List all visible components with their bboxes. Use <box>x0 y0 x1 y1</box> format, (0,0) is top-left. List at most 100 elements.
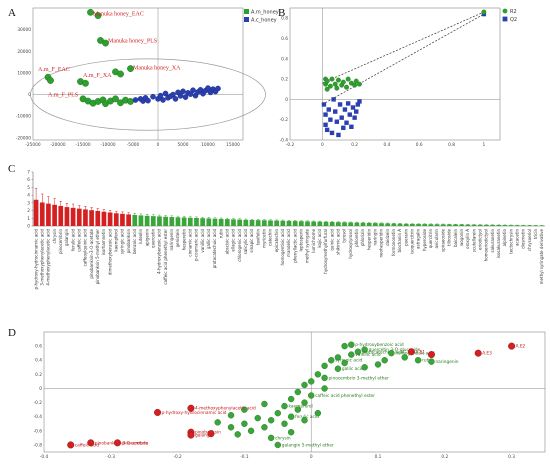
variable-point <box>328 357 335 364</box>
sample-point-am <box>127 65 134 72</box>
variable-label: protocatechuic acid <box>362 349 405 355</box>
category-label: chrysin <box>52 229 57 244</box>
vip-bar <box>58 205 64 226</box>
variable-point <box>281 402 288 410</box>
legend-label: R2 <box>510 9 517 15</box>
vip-bar <box>39 202 45 226</box>
category-label: syringic acid <box>120 229 125 255</box>
variable-point <box>341 342 348 350</box>
sample-point-ac <box>150 93 156 100</box>
category-label: homogentisic acid <box>280 229 285 266</box>
vip-bar <box>76 208 82 226</box>
vip-bar <box>163 216 168 226</box>
variable-point <box>414 357 422 364</box>
legend-swatch <box>244 9 249 14</box>
y-tick-label: -0.6 <box>34 428 43 434</box>
x-tick-label: 0.3 <box>508 454 515 460</box>
vip-bar <box>403 223 409 226</box>
category-label: naringenin <box>169 229 174 251</box>
x-tick-label: 0.4 <box>384 142 391 148</box>
vip-bar <box>107 212 113 226</box>
category-label: kaempferol <box>113 229 118 252</box>
sample-point-ac <box>177 93 184 99</box>
variable-point <box>314 371 322 378</box>
category-label: hesperetin <box>181 229 186 251</box>
variable-point <box>267 434 275 442</box>
vip-bar <box>268 220 273 226</box>
vip-bar <box>311 221 317 226</box>
category-label: pinobanksin-3-O-acetate <box>89 228 94 278</box>
y-tick-label: 1 <box>27 216 30 222</box>
x-tick-label: 0 <box>321 142 324 148</box>
x-tick-label: -0.2 <box>286 142 295 148</box>
variable-point <box>361 346 368 353</box>
variable-point <box>341 359 348 367</box>
panel-b-permutation-test-plot: B-0.2 0 0.2 0.4 0.6 0.8 1-0.4-0.200.20.40.60.8… <box>278 7 517 148</box>
category-label: hydroxytyrosol <box>348 229 353 259</box>
sample-point-ac <box>190 87 196 94</box>
variable-point <box>361 364 368 371</box>
vip-bar <box>261 220 267 226</box>
variable-point <box>274 441 281 449</box>
q2-point <box>354 109 359 114</box>
variable-point <box>227 424 235 431</box>
vip-bar <box>224 219 230 226</box>
x-tick-label: 0 <box>310 454 313 460</box>
q2-point <box>350 105 356 110</box>
category-label: rutin <box>218 229 223 239</box>
q2-point <box>339 115 344 120</box>
category-label: caffeoylquinic acid <box>83 229 88 267</box>
vip-bar <box>157 216 162 226</box>
vip-bar <box>366 222 372 226</box>
r2-point <box>340 79 346 85</box>
vip-bar <box>120 213 125 226</box>
category-label: tyrosol <box>342 229 347 243</box>
vip-bar <box>249 219 255 226</box>
y-tick-label: 0.8 <box>281 16 288 22</box>
highlighted-variable-point <box>427 351 435 359</box>
variable-label: chrysin <box>275 435 291 441</box>
sample-point-ac <box>160 97 166 103</box>
category-label: naringin <box>373 229 378 246</box>
sample-annotation: A.m_F_PLS <box>48 93 78 99</box>
plot-frame <box>289 7 501 141</box>
vip-bar <box>101 211 107 226</box>
vip-bar <box>527 225 532 226</box>
sample-point-ac <box>187 91 194 97</box>
x-tick-label: 0.2 <box>351 142 358 148</box>
y-tick-label: 0 <box>39 386 42 392</box>
r2-point <box>324 86 330 92</box>
category-label: luteolin <box>138 229 143 244</box>
vip-bar <box>453 224 458 226</box>
category-label: scutellarein <box>471 229 476 253</box>
q2-point <box>347 112 352 117</box>
panel-a-pca-scores-plot: A-25000 -20000 -15000 -10000 -5000 0 5000 10000… <box>8 7 279 148</box>
sample-point-am <box>87 8 94 16</box>
vip-bar <box>237 219 242 226</box>
variable-point <box>254 414 261 422</box>
vip-bar <box>440 224 446 226</box>
variable-point <box>308 392 315 399</box>
sample-point-ac <box>182 94 189 100</box>
category-label: caffeic acid <box>76 229 81 252</box>
highlighted-variable-point <box>207 430 215 438</box>
category-label: leptosperin <box>299 229 304 252</box>
category-label: isoquercitrin <box>410 229 415 254</box>
category-label: pinobanksin <box>126 229 131 254</box>
variable-label: kaempferol <box>288 404 312 410</box>
y-tick-label: 2 <box>27 208 30 214</box>
highlighted-variable-point <box>187 431 195 439</box>
legend-label: A.m_honey <box>251 10 279 16</box>
q2-regression-line <box>322 13 485 105</box>
category-label: mandelic acid <box>286 229 291 257</box>
x-tick-label: -5000 <box>127 142 140 148</box>
r2-point <box>324 78 330 84</box>
x-tick-label: 10000 <box>201 142 215 148</box>
variable-point <box>321 385 328 392</box>
vip-bar <box>360 222 366 226</box>
vip-bar <box>354 222 360 226</box>
category-label: isosakuranetin <box>496 229 501 259</box>
category-label: baicalein <box>453 229 458 247</box>
y-tick-label: 0.6 <box>35 344 42 350</box>
vip-bar <box>126 214 131 226</box>
